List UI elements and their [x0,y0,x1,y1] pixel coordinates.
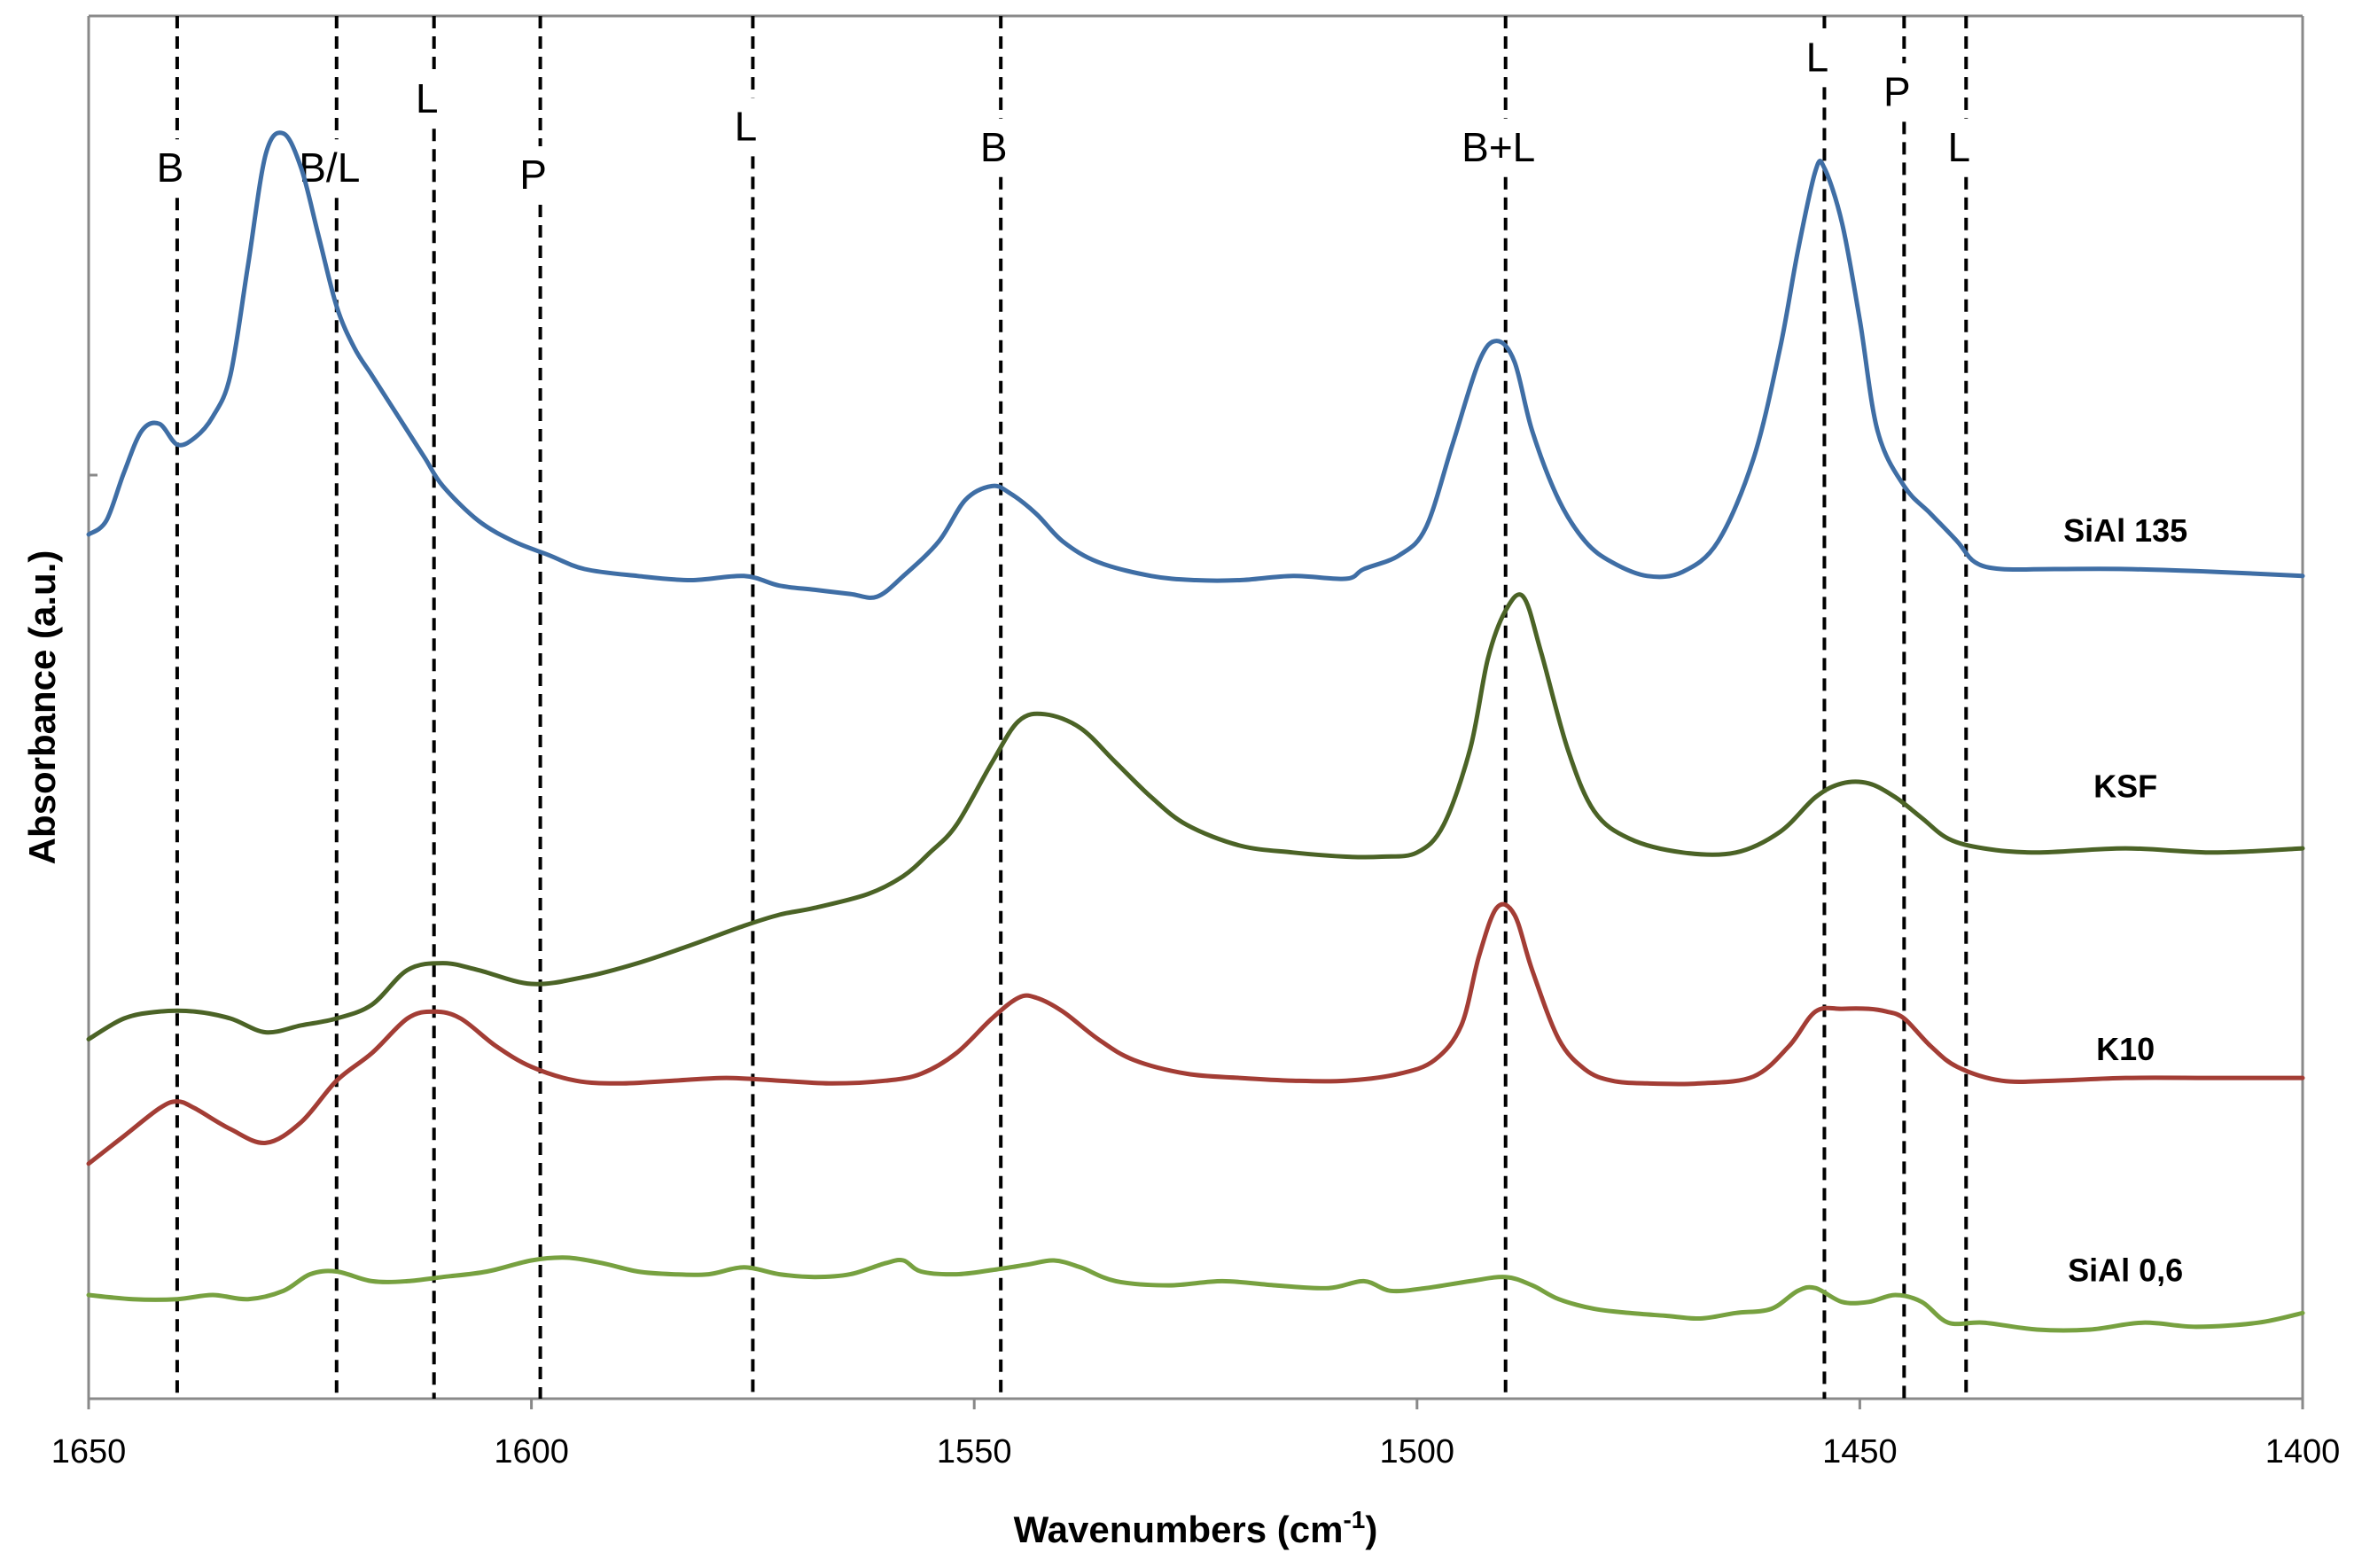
band-label: B [980,124,1008,170]
series-lines: SiAl 135 KSF K10 SiAl 0,6 [86,130,2305,1333]
x-tick-label: 1450 [1822,1433,1898,1470]
band-label: B+L [1462,124,1535,170]
x-axis-title-superscript: -1 [1343,1506,1365,1533]
x-tick-label: 1600 [494,1433,569,1470]
plot-area [87,14,2304,1400]
band-label: L [416,75,439,121]
series-label: KSF [2093,768,2157,804]
series-line [86,1255,2305,1333]
band-label: B/L [299,144,360,191]
band-label: L [1948,124,1971,170]
series-line [86,592,2305,1041]
x-tick-label: 1550 [937,1433,1012,1470]
x-tick-label: 1500 [1380,1433,1455,1470]
series-label: K10 [2096,1031,2155,1067]
x-axis-title: Wavenumbers (cm-1) [1014,1506,1378,1550]
x-tick-label: 1650 [51,1433,127,1470]
x-tick-label: 1400 [2265,1433,2341,1470]
band-label: P [519,152,547,198]
band-label: L [1806,34,1829,80]
series-line [86,130,2305,600]
series-line [86,901,2305,1166]
y-axis-title: Absorbance (a.u.) [21,550,63,865]
band-label: L [735,103,758,149]
series-label: SiAl 0,6 [2068,1252,2183,1288]
band-label: P [1883,68,1911,114]
band-label: B [157,144,184,191]
x-axis-title-suffix: ) [1365,1509,1377,1550]
x-axis-ticks: 1650 1600 1550 1500 1450 1400 [51,1399,2341,1470]
series-label: SiAl 135 [2063,512,2187,549]
